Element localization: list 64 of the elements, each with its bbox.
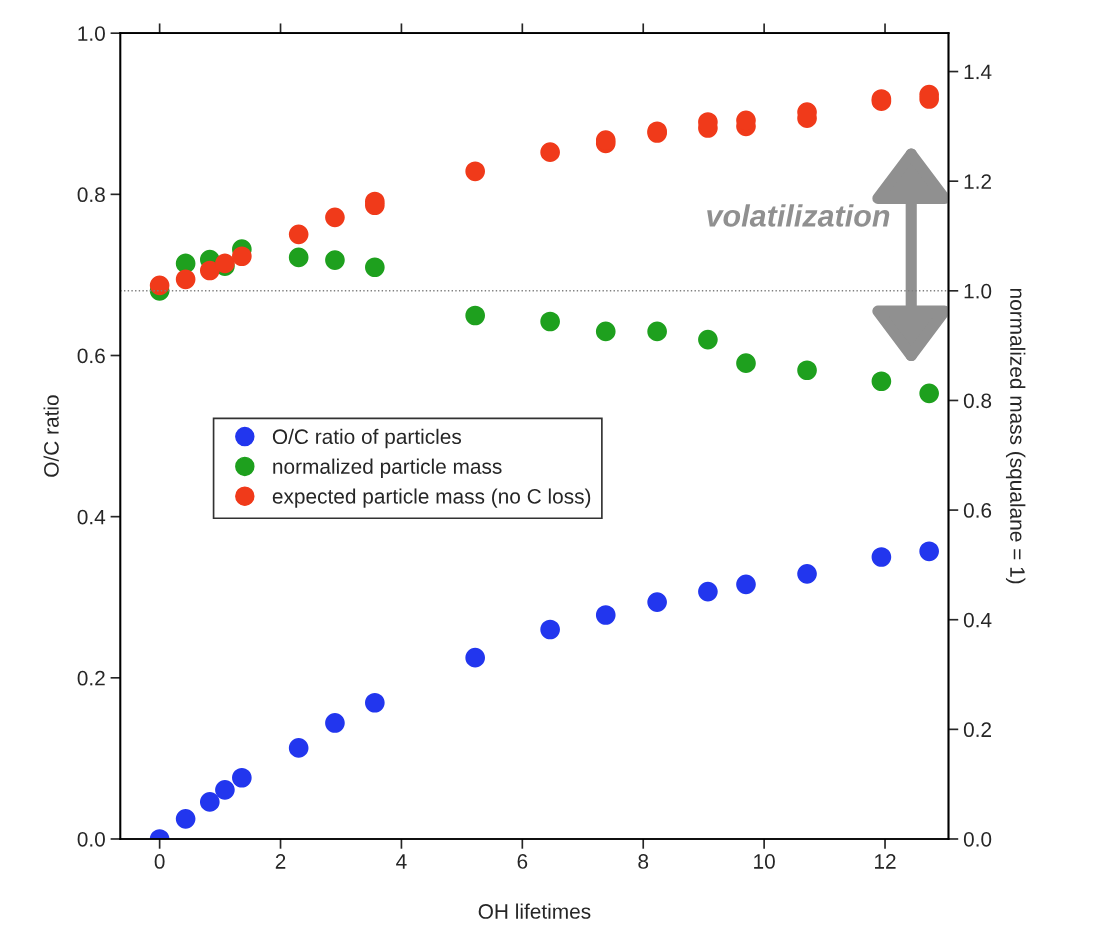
point (465, 647, 485, 668)
point (288, 738, 309, 758)
y-tick-label: 0.0 (77, 831, 105, 847)
point (540, 142, 560, 162)
point (215, 780, 235, 800)
y-tick-label: 0.8 (77, 187, 105, 203)
point (288, 224, 309, 245)
point (149, 275, 170, 296)
point (647, 321, 667, 342)
point (736, 353, 756, 373)
point (199, 260, 220, 281)
point (540, 619, 560, 640)
point (595, 605, 616, 625)
x-tick-label: 12 (875, 854, 896, 869)
point (698, 581, 718, 602)
point (595, 321, 616, 342)
point (365, 692, 385, 713)
point (232, 246, 252, 267)
y-tick-label: 0.4 (77, 509, 106, 525)
point (797, 360, 817, 381)
y-tick-label: 1.0 (78, 26, 105, 41)
point (871, 547, 892, 567)
point (797, 564, 817, 584)
point (540, 311, 560, 332)
x-tick-label: 0 (154, 854, 165, 869)
x-tick-label: 4 (396, 854, 407, 869)
point (325, 207, 345, 228)
y2-tick-label: 1.0 (964, 283, 992, 299)
point (232, 767, 252, 788)
point (288, 247, 309, 268)
point (175, 269, 196, 290)
y2-tick-label: 0.4 (963, 612, 992, 628)
y-axis-title: O/C ratio (43, 395, 59, 477)
x-tick-label: 6 (517, 854, 528, 869)
point (325, 713, 345, 733)
point (698, 329, 718, 350)
legend-label: expected particle mass (no C loss) (272, 488, 591, 508)
point (325, 250, 345, 270)
x-tick-label: 2 (275, 854, 286, 869)
point (919, 541, 939, 562)
y2-tick-label: 0.8 (963, 393, 992, 409)
x-axis-title: OH lifetimes (478, 903, 591, 919)
y-tick-label: 0.2 (77, 670, 105, 686)
y2-tick-label: 0.0 (963, 831, 992, 847)
x-tick-label: 10 (754, 854, 775, 869)
y2-tick-label: 1.2 (964, 174, 991, 189)
point (919, 383, 939, 404)
annotation: volatilization (707, 204, 890, 227)
point (175, 809, 196, 829)
y2-axis-title: normalized mass (squalane = 1) (1005, 288, 1026, 584)
x-tick-label: 8 (638, 854, 649, 869)
point (465, 305, 485, 326)
y2-tick-label: 0.6 (963, 503, 992, 518)
legend-label: O/C ratio of particles (272, 428, 462, 449)
point (736, 574, 756, 595)
y2-tick-label: 1.4 (964, 64, 992, 80)
point (465, 161, 485, 182)
point (365, 257, 385, 278)
point (871, 371, 892, 392)
legend-label: normalized particle mass (273, 458, 502, 479)
y2-tick-label: 0.2 (963, 722, 991, 738)
point (647, 592, 667, 612)
y-tick-label: 0.6 (77, 348, 105, 364)
point (199, 792, 220, 812)
